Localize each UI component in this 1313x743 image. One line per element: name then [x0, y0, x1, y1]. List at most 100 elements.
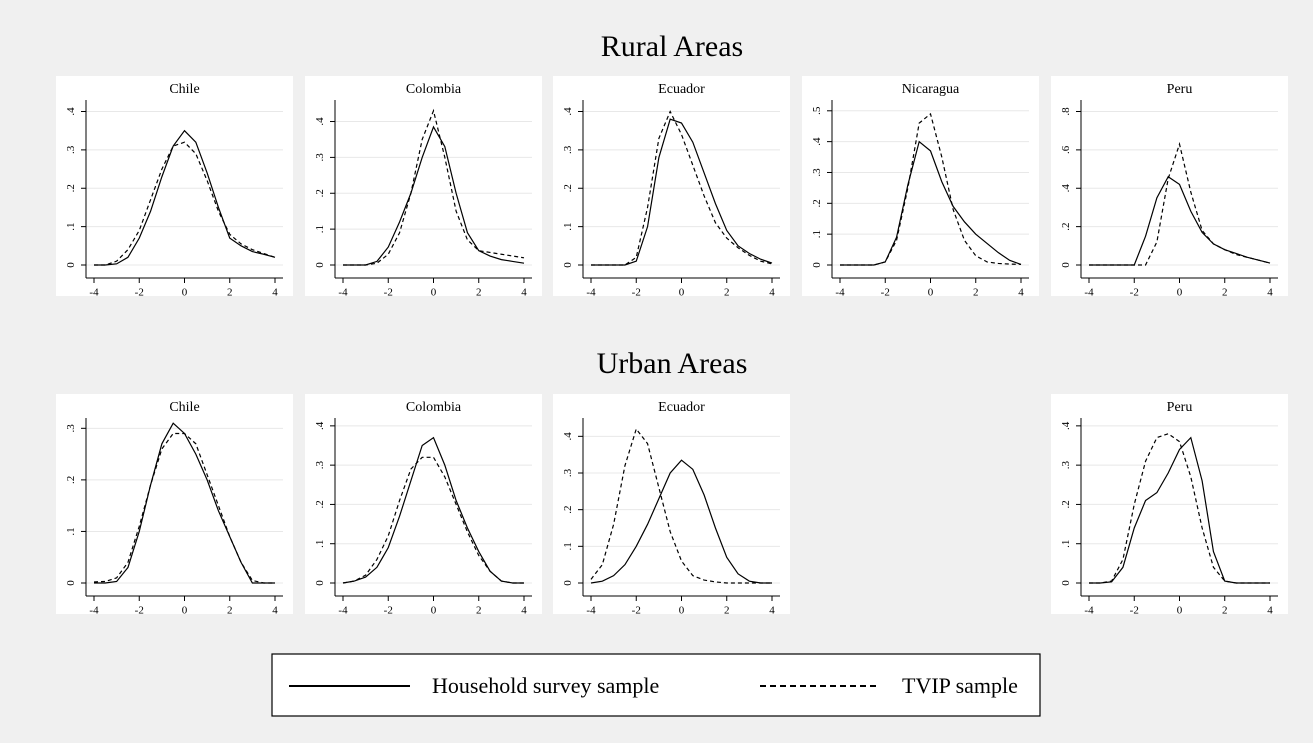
x-tick-label: 0 [679, 287, 685, 299]
y-tick-label: .2 [65, 476, 77, 484]
density-line [342, 436, 524, 584]
density-line [1089, 433, 1270, 584]
y-tick-label: 0 [811, 262, 823, 268]
x-tick-label: 2 [476, 605, 482, 617]
density-line [93, 432, 275, 584]
y-tick-label: .5 [811, 106, 823, 115]
y-tick-label: .3 [65, 145, 77, 154]
panel: Colombia 0 .1 .2 .3 .4 -4 -2 0 2 4 [305, 394, 542, 617]
y-tick-label: .6 [1060, 145, 1072, 154]
y-tick-label: .8 [1060, 107, 1072, 116]
panel: Chile 0 .1 .2 .3 -4 -2 0 2 4 [56, 394, 293, 617]
x-tick-label: -4 [1084, 605, 1094, 617]
panel-title: Peru [1167, 82, 1193, 97]
y-tick-label: .2 [1060, 223, 1072, 231]
x-tick-label: 0 [182, 287, 188, 299]
y-tick-label: 0 [562, 580, 574, 586]
panel-title: Nicaragua [902, 82, 960, 97]
section-title: Rural Areas [601, 30, 743, 63]
panel-title: Ecuador [658, 82, 705, 97]
panel-title: Colombia [406, 400, 462, 415]
x-tick-label: -4 [338, 605, 348, 617]
y-tick-label: .1 [1060, 540, 1072, 548]
x-tick-label: 4 [1267, 605, 1273, 617]
panel-title: Peru [1167, 400, 1193, 415]
x-tick-label: 4 [272, 605, 278, 617]
y-tick-label: .1 [65, 527, 77, 535]
x-tick-label: 2 [724, 287, 730, 299]
x-tick-label: -4 [586, 287, 596, 299]
y-tick-label: .2 [65, 184, 77, 192]
y-tick-label: 0 [1060, 580, 1072, 586]
panel: Nicaragua 0 .1 .2 .3 .4 .5 -4 -2 0 2 4 [802, 76, 1039, 299]
x-tick-label: 0 [182, 605, 188, 617]
panel-background [802, 76, 1039, 296]
x-tick-label: -2 [1130, 605, 1139, 617]
x-tick-label: -2 [135, 605, 144, 617]
x-tick-label: -2 [632, 605, 641, 617]
x-tick-label: 2 [227, 605, 233, 617]
panel-background [56, 394, 293, 614]
y-tick-label: .4 [1060, 184, 1072, 193]
y-tick-label: .4 [1060, 421, 1072, 430]
density-line [840, 112, 1022, 266]
y-tick-label: .2 [811, 199, 823, 207]
density-line [1089, 436, 1270, 584]
x-tick-label: 4 [769, 605, 775, 617]
y-tick-label: .1 [562, 542, 574, 550]
density-line [590, 459, 772, 584]
x-tick-label: 2 [227, 287, 233, 299]
y-tick-label: .1 [314, 225, 326, 233]
x-tick-label: -2 [1130, 287, 1139, 299]
panel: Colombia 0 .1 .2 .3 .4 -4 -2 0 2 4 [305, 76, 542, 299]
x-tick-label: -4 [338, 287, 348, 299]
x-tick-label: 2 [973, 287, 979, 299]
y-tick-label: 0 [65, 580, 77, 586]
density-line [342, 456, 524, 584]
y-tick-label: .2 [314, 500, 326, 508]
x-tick-label: -4 [835, 287, 845, 299]
panel-title: Chile [169, 400, 199, 415]
panel-title: Chile [169, 82, 199, 97]
y-tick-label: 0 [65, 262, 77, 268]
y-tick-label: .3 [1060, 461, 1072, 470]
legend-label: Household survey sample [432, 673, 659, 698]
panel: Peru 0 .1 .2 .3 .4 -4 -2 0 2 4 [1051, 394, 1288, 617]
y-tick-label: .3 [65, 424, 77, 433]
x-tick-label: -4 [89, 605, 99, 617]
x-tick-label: -4 [89, 287, 99, 299]
y-tick-label: .4 [314, 421, 326, 430]
panel-background [1051, 76, 1288, 296]
panel-title: Ecuador [658, 400, 705, 415]
y-tick-label: .4 [811, 137, 823, 146]
density-line [343, 125, 525, 266]
density-line [343, 108, 525, 266]
density-line [590, 427, 772, 584]
y-tick-label: 0 [314, 262, 326, 268]
y-tick-label: .3 [562, 468, 574, 477]
x-tick-label: 2 [476, 287, 482, 299]
density-line [1089, 141, 1271, 266]
x-tick-label: 0 [679, 605, 685, 617]
legend: Household survey sample TVIP sample [271, 653, 1041, 717]
y-tick-label: .4 [562, 107, 574, 116]
density-line [94, 129, 276, 266]
x-tick-label: 0 [431, 605, 437, 617]
x-tick-label: 4 [521, 287, 527, 299]
y-tick-label: 0 [314, 580, 326, 586]
y-tick-label: 0 [1060, 262, 1072, 268]
x-tick-label: 0 [928, 287, 934, 299]
y-tick-label: .1 [314, 540, 326, 548]
y-tick-label: .1 [811, 230, 823, 238]
x-tick-label: -2 [135, 287, 144, 299]
x-tick-label: -2 [632, 287, 641, 299]
legend-label: TVIP sample [902, 673, 1018, 698]
y-tick-label: .4 [314, 117, 326, 126]
y-tick-label: .4 [65, 107, 77, 116]
panel: Chile 0 .1 .2 .3 .4 -4 -2 0 2 4 [56, 76, 293, 299]
y-tick-label: .1 [65, 223, 77, 231]
y-tick-label: .4 [562, 432, 574, 441]
panel-background [56, 76, 293, 296]
x-tick-label: -2 [384, 605, 393, 617]
x-tick-label: 2 [1222, 605, 1228, 617]
